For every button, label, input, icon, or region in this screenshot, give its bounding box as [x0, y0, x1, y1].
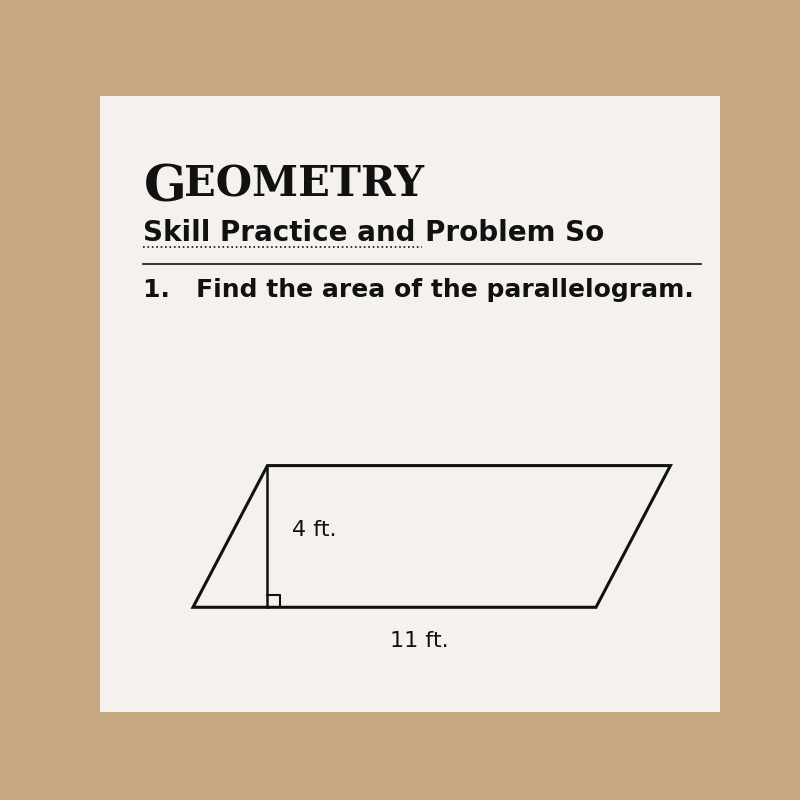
Text: 11 ft.: 11 ft. — [390, 631, 449, 651]
Text: G: G — [143, 164, 186, 213]
Text: 4 ft.: 4 ft. — [292, 520, 337, 540]
Text: 1.   Find the area of the parallelogram.: 1. Find the area of the parallelogram. — [143, 278, 694, 302]
Text: Skill Practice and Problem So: Skill Practice and Problem So — [143, 219, 605, 247]
Text: EOMETRY: EOMETRY — [184, 164, 424, 206]
